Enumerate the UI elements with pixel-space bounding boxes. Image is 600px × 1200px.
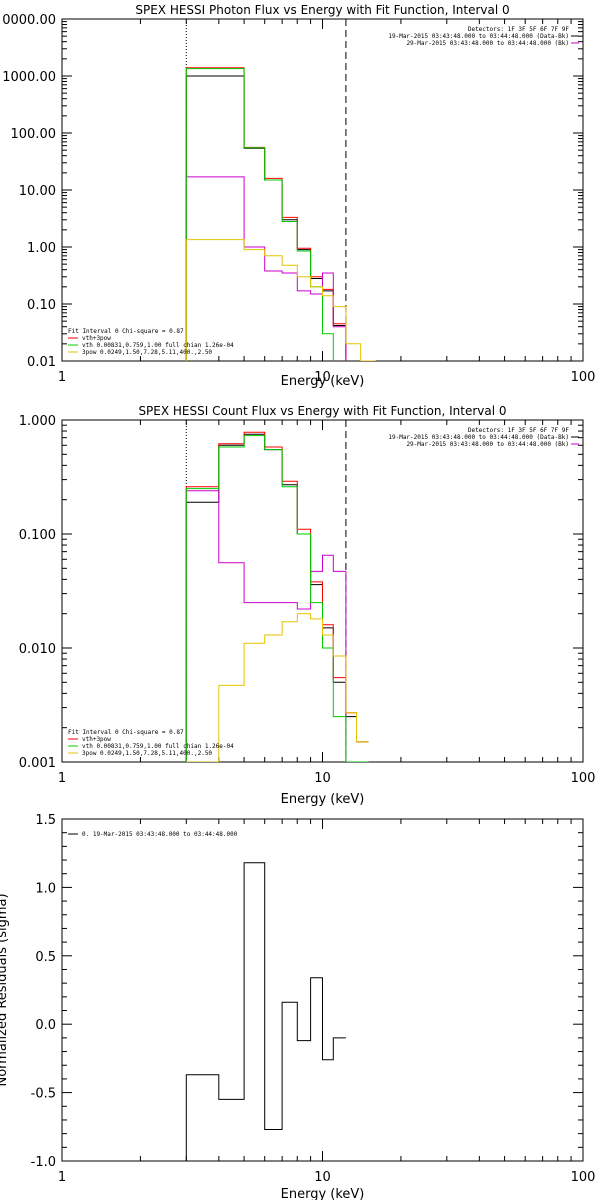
legend-text: vth 0.00831,0.759,1.00 full chian 1.26e-… [82, 342, 234, 349]
x-tick-label: 100 [571, 771, 596, 786]
y-tick-label: 100.00 [11, 127, 57, 142]
y-tick-label: 1000.00 [2, 70, 56, 85]
y-tick-label: 0.100 [19, 528, 56, 543]
y-axis-label: Normalized Residuals (sigma) [0, 893, 10, 1086]
series-line-4 [186, 613, 369, 762]
y-tick-label: 0.10 [27, 298, 56, 313]
y-tick-label: 1.0 [35, 881, 56, 896]
x-axis-label: Energy (keV) [281, 792, 365, 807]
series-group [185, 862, 346, 1161]
series-line-1 [185, 67, 347, 361]
x-tick-label: 100 [571, 370, 596, 385]
legend-text: vth+3pow [82, 335, 111, 342]
y-tick-label: 0.001 [19, 756, 56, 771]
legend-text: 3pow 0.0249,1.50,7.28,5.11,400.,2.50 [82, 750, 212, 757]
y-tick-label: 0000.00 [2, 13, 56, 28]
series-line-0 [185, 862, 346, 1161]
y-tick-label: 1.000 [19, 414, 56, 429]
x-tick-label: 1 [58, 370, 66, 385]
chart-title: SPEX HESSI Count Flux vs Energy with Fit… [138, 404, 506, 418]
series-line-4 [185, 239, 376, 361]
series-line-2 [185, 490, 369, 762]
y-tick-label: 0.010 [19, 642, 56, 657]
x-axis-label: Energy (keV) [281, 1187, 365, 1200]
y-tick-label: 1.5 [35, 813, 56, 828]
y-tick-label: -1.0 [31, 1155, 56, 1170]
x-axis-label: Energy (keV) [281, 374, 365, 389]
legend-text: 3pow 0.0249,1.50,7.28,5.11,400.,2.50 [82, 349, 212, 356]
x-tick-label: 1 [58, 771, 66, 786]
chart-panel-0: SPEX HESSI Photon Flux vs Energy with Fi… [2, 3, 595, 389]
info-text: 19-Mar-2015 03:43:48.000 to 03:44:48.000… [388, 434, 569, 441]
chart-panel-2: 1 10 100 1.5 1.0 0.5 0.0 -0.5 -1.0 Energy (keV) No… [0, 813, 595, 1200]
info-text: Detectors: 1F 3F 5F 6F 7F 9F [468, 427, 570, 434]
info-text: Detectors: 1F 3F 5F 6F 7F 9F [468, 26, 570, 33]
series-line-2 [185, 176, 347, 361]
legend-text: Fit Interval 0 Chi-square = 0.87 [68, 729, 184, 736]
series-line-1 [185, 431, 369, 762]
x-tick-label: 10 [314, 1170, 331, 1185]
series-line-3 [185, 435, 369, 762]
y-tick-label: -0.5 [31, 1087, 56, 1102]
x-tick-label: 10 [314, 370, 331, 385]
x-tick-label: 10 [314, 771, 331, 786]
series-line-0 [185, 75, 347, 361]
info-text: 19-Mar-2015 03:43:48.000 to 03:44:48.000… [388, 33, 569, 40]
x-tick-label: 100 [571, 1170, 596, 1185]
legend-text: vth 0.00831,0.759,1.00 full chian 1.26e-… [82, 743, 234, 750]
series-group [185, 431, 369, 762]
y-tick-label: 0.0 [35, 1018, 56, 1033]
legend-text: Fit Interval 0 Chi-square = 0.87 [68, 328, 184, 335]
chart-title: SPEX HESSI Photon Flux vs Energy with Fi… [135, 3, 509, 17]
y-tick-label: 1.00 [27, 241, 56, 256]
y-tick-label: 0.5 [35, 950, 56, 965]
legend-text: vth+3pow [82, 736, 111, 743]
chart-panel-1: SPEX HESSI Count Flux vs Energy with Fit… [19, 404, 596, 807]
info-text: 29-Mar-2015 03:43:48.000 to 03:44:48.000… [406, 40, 569, 47]
y-tick-label: 0.01 [27, 355, 56, 370]
info-text: 29-Mar-2015 03:43:48.000 to 03:44:48.000… [406, 441, 569, 448]
series-line-0 [185, 433, 369, 762]
series-group [185, 67, 376, 361]
y-tick-label: 10.00 [19, 184, 56, 199]
legend-text: 0. 19-Mar-2015 03:43:48.000 to 03:44:48.… [82, 831, 238, 838]
series-line-3 [185, 68, 334, 361]
x-tick-label: 1 [58, 1170, 66, 1185]
